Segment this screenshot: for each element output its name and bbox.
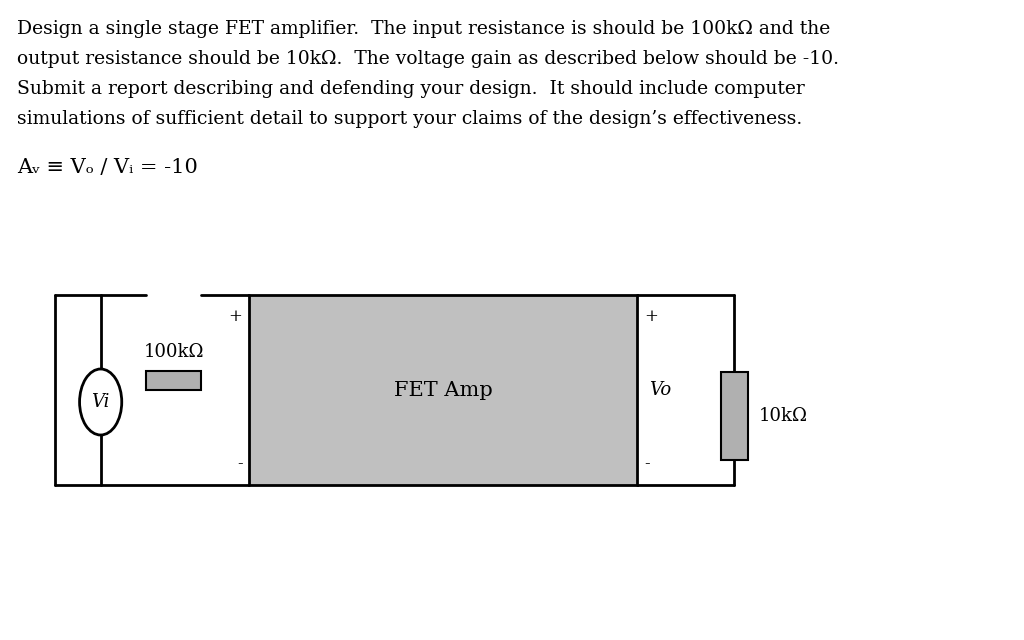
Text: 100kΩ: 100kΩ — [143, 342, 204, 360]
Text: +: + — [228, 308, 243, 325]
Text: -: - — [237, 455, 243, 472]
Text: 10kΩ: 10kΩ — [759, 407, 808, 425]
Text: FET Amp: FET Amp — [394, 381, 493, 399]
Text: Vo: Vo — [649, 381, 672, 399]
Text: Submit a report describing and defending your design.  It should include compute: Submit a report describing and defending… — [17, 80, 805, 98]
Text: simulations of sufficient detail to support your claims of the design’s effectiv: simulations of sufficient detail to supp… — [17, 110, 803, 128]
Ellipse shape — [80, 369, 122, 435]
Text: -: - — [644, 455, 650, 472]
Text: Vi: Vi — [91, 393, 110, 411]
Text: output resistance should be 10kΩ.  The voltage gain as described below should be: output resistance should be 10kΩ. The vo… — [17, 50, 840, 68]
Bar — [721, 372, 748, 460]
Bar — [145, 371, 202, 390]
Bar — [249, 295, 638, 485]
Text: Aᵥ ≡ Vₒ / Vᵢ = -10: Aᵥ ≡ Vₒ / Vᵢ = -10 — [17, 158, 198, 177]
Text: +: + — [644, 308, 658, 325]
Text: Design a single stage FET amplifier.  The input resistance is should be 100kΩ an: Design a single stage FET amplifier. The… — [17, 20, 830, 38]
